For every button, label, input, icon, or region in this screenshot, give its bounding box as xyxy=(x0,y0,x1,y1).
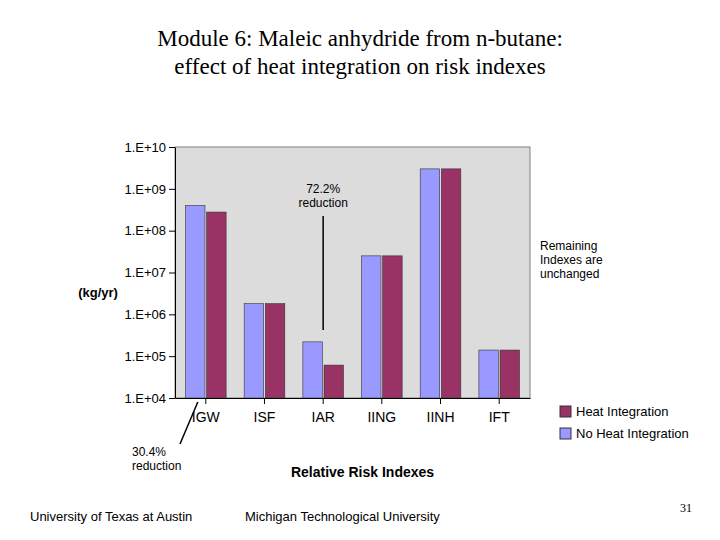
plot-area xyxy=(175,147,530,398)
x-tick: ISF xyxy=(254,398,276,425)
y-tick: 1.E+05 xyxy=(124,349,175,364)
x-tick: IFT xyxy=(489,398,510,425)
y-tick-mark xyxy=(169,314,175,315)
y-tick-label: 1.E+05 xyxy=(124,349,166,364)
x-tick-label: IING xyxy=(367,409,396,425)
legend-swatch xyxy=(560,406,571,417)
footer: Michigan Technological University xyxy=(245,509,440,524)
bar xyxy=(383,256,402,398)
bar xyxy=(362,256,381,398)
y-tick-label: 1.E+06 xyxy=(124,307,166,322)
y-tick-mark xyxy=(169,231,175,232)
slide: Module 6: Maleic anhydride from n-butane… xyxy=(0,0,720,540)
annotation: 30.4% xyxy=(132,445,166,459)
pointer xyxy=(180,402,198,444)
y-tick-label: 1.E+08 xyxy=(124,223,166,238)
bar xyxy=(420,169,439,398)
y-tick-label: 1.E+07 xyxy=(124,265,166,280)
x-tick: IAR xyxy=(311,398,334,425)
y-tick-label: 1.E+10 xyxy=(124,140,166,155)
x-tick-mark xyxy=(264,398,265,404)
annotation: 72.2% xyxy=(306,182,340,196)
bar xyxy=(244,304,263,398)
x-tick-label: IAR xyxy=(311,409,334,425)
bar xyxy=(324,365,343,398)
annotation: unchanged xyxy=(540,267,599,281)
y-tick-mark xyxy=(169,398,175,399)
bar xyxy=(303,342,322,398)
x-tick: IINH xyxy=(427,398,455,425)
bars xyxy=(185,169,519,398)
bar xyxy=(207,212,226,398)
x-axis-line xyxy=(176,398,531,399)
title: effect of heat integration on risk index… xyxy=(174,54,545,79)
x-tick-mark xyxy=(381,398,382,404)
x-tick-label: ISF xyxy=(254,409,276,425)
annotation: Remaining xyxy=(540,239,597,253)
y-tick-label: 1.E+04 xyxy=(124,391,166,406)
y-tick: 1.E+10 xyxy=(124,140,175,155)
annotation: reduction xyxy=(298,196,347,210)
y-axis-line xyxy=(175,148,176,399)
title: Module 6: Maleic anhydride from n-butane… xyxy=(157,26,563,51)
y-tick-mark xyxy=(169,147,175,148)
y-tick: 1.E+04 xyxy=(124,391,175,406)
x-axis: IGW ISF IAR IING IINH IFT xyxy=(176,398,531,425)
annotation: reduction xyxy=(132,459,181,473)
bar xyxy=(479,350,498,398)
x-axis-title: Relative Risk Indexes xyxy=(291,464,434,480)
y-axis: 1.E+04 1.E+05 1.E+06 1.E+07 1.E+08 1.E+09 1.E+… xyxy=(124,140,175,406)
bar xyxy=(500,350,519,398)
annotation: Indexes are xyxy=(540,253,603,267)
pointer xyxy=(322,216,324,330)
y-tick: 1.E+08 xyxy=(124,223,175,238)
x-tick-label: IGW xyxy=(192,409,221,425)
y-tick-mark xyxy=(169,356,175,357)
y-tick: 1.E+07 xyxy=(124,265,175,280)
x-tick-mark xyxy=(205,398,206,404)
y-tick: 1.E+09 xyxy=(124,181,175,196)
y-tick: 1.E+06 xyxy=(124,307,175,322)
bar xyxy=(185,205,204,398)
bar xyxy=(265,304,284,398)
x-tick-mark xyxy=(440,398,441,404)
x-tick-mark xyxy=(323,398,324,404)
x-tick-mark xyxy=(499,398,500,404)
y-tick-mark xyxy=(169,273,175,274)
legend-label: Heat Integration xyxy=(576,404,669,419)
page-number: 31 xyxy=(680,501,692,515)
x-tick-label: IINH xyxy=(427,409,455,425)
y-tick-mark xyxy=(169,189,175,190)
x-tick: IING xyxy=(367,398,396,425)
legend: Heat Integration No Heat Integration xyxy=(560,404,689,441)
legend-swatch xyxy=(560,428,571,439)
y-tick-label: 1.E+09 xyxy=(124,181,166,196)
y-axis-title: (kg/yr) xyxy=(78,285,118,300)
bar xyxy=(441,169,460,398)
x-tick: IGW xyxy=(192,398,221,425)
x-tick-label: IFT xyxy=(489,409,510,425)
footer: University of Texas at Austin xyxy=(30,509,192,524)
legend-label: No Heat Integration xyxy=(576,426,689,441)
